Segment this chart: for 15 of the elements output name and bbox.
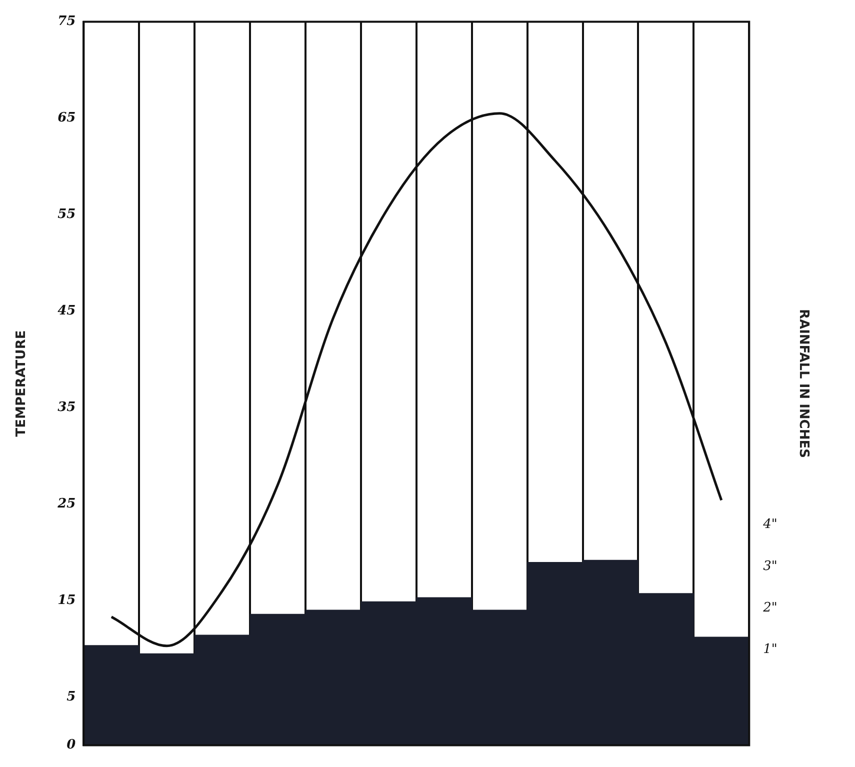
y-tick-label: 25	[56, 496, 76, 512]
y-tick-label: 15	[58, 592, 76, 608]
y2-axis-title: RAINFALL IN INCHES	[796, 309, 811, 458]
y-tick-label: 45	[58, 304, 76, 319]
y2-tick-label: 2"	[762, 600, 778, 616]
y-axis-title: TEMPERATURE	[14, 330, 30, 437]
y-tick-label: 0	[66, 738, 76, 753]
y-tick-label: 75	[58, 14, 76, 30]
y-tick-label: 55	[58, 207, 76, 222]
y2-tick-label: 4"	[762, 517, 778, 532]
y2-tick-label: 1"	[763, 642, 778, 657]
y-tick-label: 35	[58, 400, 76, 415]
y-tick-label: 65	[58, 110, 76, 126]
y2-tick-label: 3"	[763, 558, 778, 574]
y-tick-label: 5	[66, 689, 76, 704]
